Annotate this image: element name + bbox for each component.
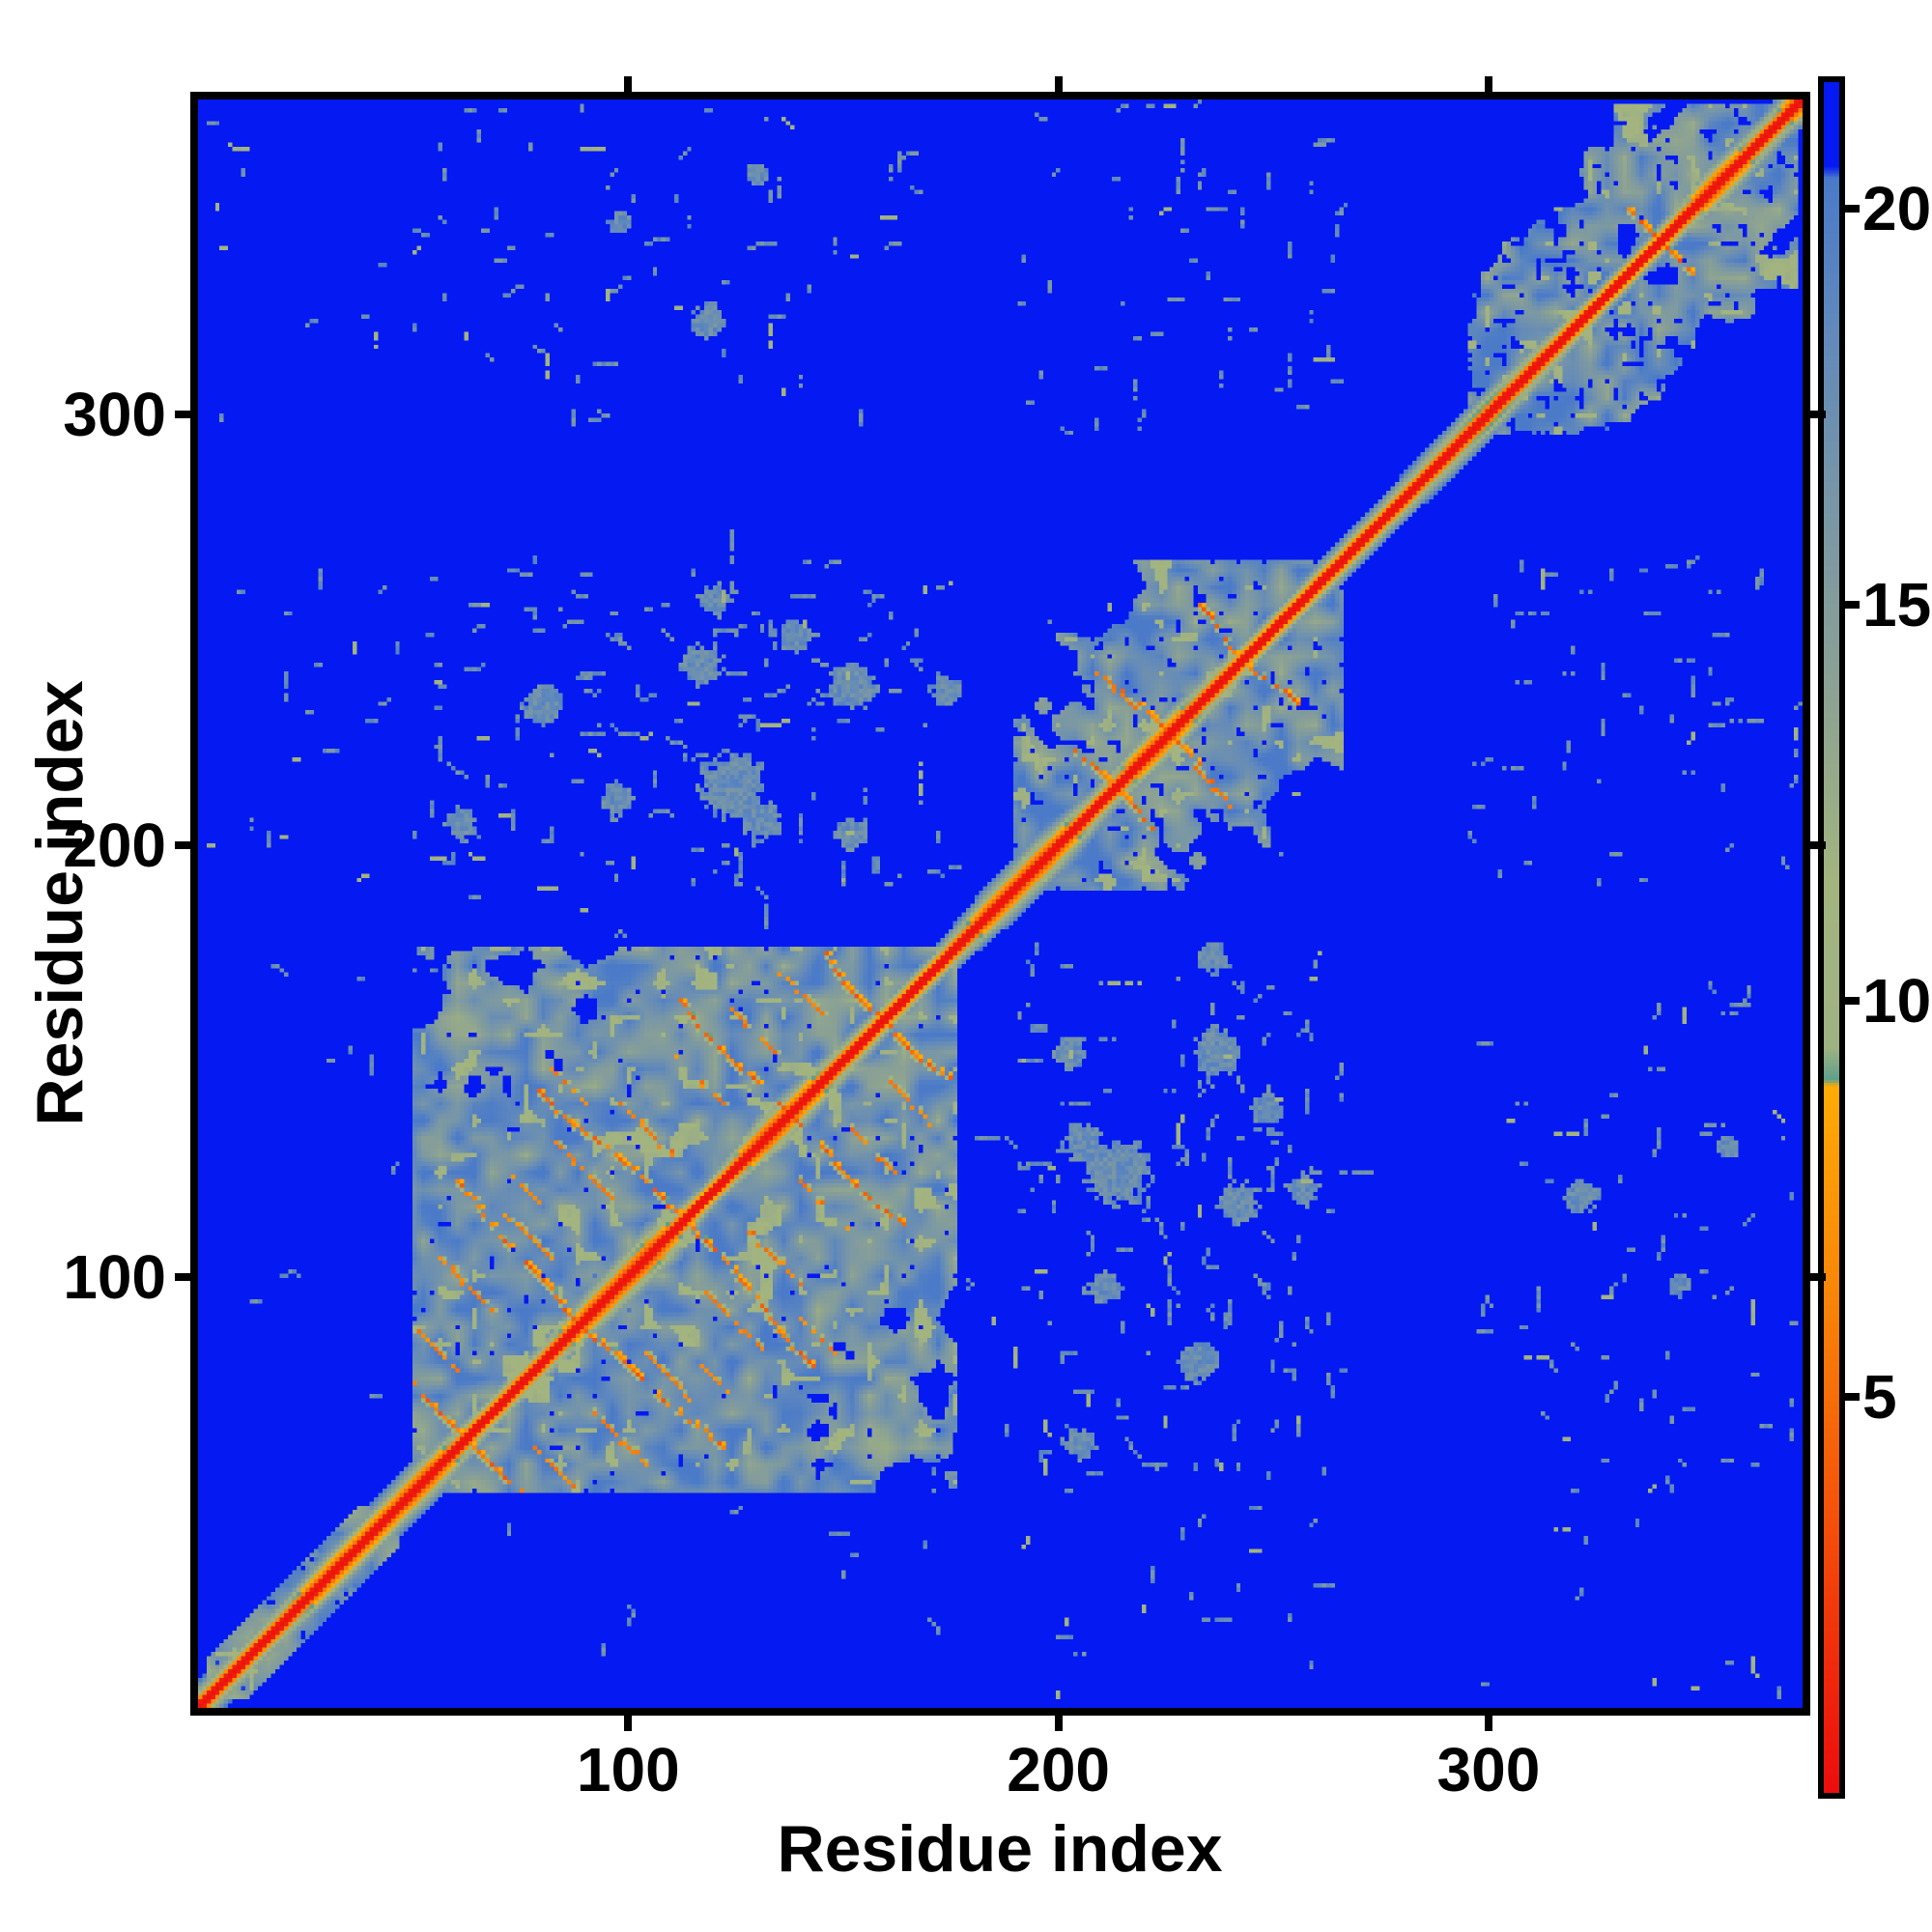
colorbar-tick-label: 15: [1862, 570, 1932, 640]
y-tick-right: [1810, 1272, 1826, 1281]
x-tick-label: 200: [1007, 1735, 1110, 1804]
x-axis-title: Residue index: [777, 1812, 1223, 1886]
y-tick-left: [175, 1272, 190, 1281]
colorbar-canvas: [1824, 82, 1839, 1793]
plot-frame: [190, 92, 1810, 1716]
colorbar-tick-label: 5: [1862, 1362, 1897, 1433]
y-tick-label: 100: [63, 1241, 166, 1312]
y-axis-title-text: Residue index: [23, 680, 97, 1126]
x-tick-top: [1484, 76, 1492, 92]
x-tick-bottom: [624, 1716, 633, 1731]
x-tick-label: 100: [576, 1735, 680, 1804]
y-tick-right: [1810, 841, 1826, 850]
y-tick-label: 300: [63, 379, 166, 449]
colorbar-frame: [1818, 76, 1845, 1799]
x-tick-bottom: [1054, 1716, 1063, 1731]
x-tick-label: 300: [1436, 1735, 1541, 1804]
colorbar-tick-label: 10: [1862, 966, 1932, 1037]
x-tick-bottom: [1484, 1716, 1492, 1731]
colorbar-tick: [1845, 997, 1860, 1006]
x-tick-top: [1054, 76, 1063, 92]
colorbar-tick: [1845, 205, 1860, 213]
y-tick-right: [1810, 410, 1826, 418]
colorbar-tick: [1845, 1393, 1860, 1402]
colorbar-tick: [1845, 601, 1860, 610]
colorbar-tick-label: 20: [1862, 174, 1932, 244]
y-tick-label: 200: [63, 810, 166, 881]
heatmap-canvas: [198, 99, 1803, 1708]
x-tick-top: [624, 76, 633, 92]
y-tick-left: [175, 410, 190, 418]
y-tick-left: [175, 841, 190, 850]
